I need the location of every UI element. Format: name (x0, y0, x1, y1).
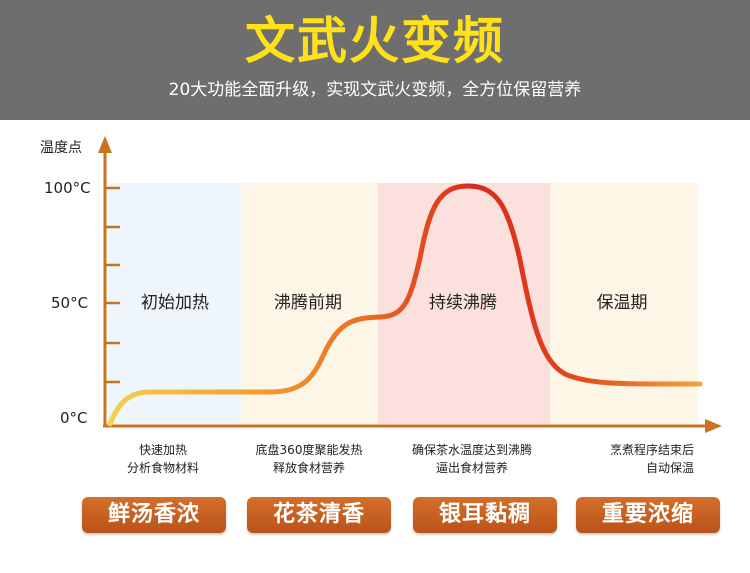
header-banner: 文武火变频 20大功能全面升级，实现文武火变频，全方位保留营养 (0, 0, 750, 120)
feature-badge-tea: 花茶清香 (247, 497, 391, 533)
x-axis-arrow (705, 419, 722, 433)
tick-label-0: 0°C (60, 409, 88, 427)
phase-label-keep-warm: 保温期 (596, 293, 648, 313)
phase-note-line: 快速加热 (138, 443, 187, 457)
phase-note-line: 烹煮程序结束后 (609, 443, 694, 457)
page-title: 文武火变频 (245, 12, 505, 70)
phase-panel-1 (108, 183, 242, 424)
phase-note-4: 烹煮程序结束后 自动保温 (524, 441, 694, 477)
phase-panel-2 (242, 183, 378, 424)
phase-note-line: 分析食物材料 (126, 461, 199, 475)
tick-label-100: 100°C (44, 179, 91, 197)
phase-note-1: 快速加热 分析食物材料 (78, 441, 248, 477)
y-axis-arrow (98, 136, 112, 153)
temperature-curve (107, 183, 703, 427)
phase-note-3: 确保茶水温度达到沸腾 逼出食材营养 (387, 441, 557, 477)
phase-note-line: 逼出食材营养 (435, 461, 508, 475)
tick-label-50: 50°C (51, 294, 88, 312)
phase-label-continuous-boiling: 持续沸腾 (429, 293, 497, 313)
y-axis-label: 温度点 (40, 140, 82, 156)
phase-note-line: 确保茶水温度达到沸腾 (411, 443, 532, 457)
feature-badge-concentrate: 重要浓缩 (576, 497, 720, 533)
page-subtitle: 20大功能全面升级，实现文武火变频，全方位保留营养 (168, 80, 582, 100)
phase-note-line: 底盘360度聚能发热 (255, 443, 363, 457)
phase-note-line: 自动保温 (645, 461, 694, 475)
feature-badge-soup: 鲜汤香浓 (82, 497, 226, 533)
phase-label-initial-heating: 初始加热 (141, 293, 209, 313)
feature-badge-tremella: 银耳黏稠 (413, 497, 557, 533)
phase-note-line: 释放食材营养 (272, 461, 345, 475)
phase-note-2: 底盘360度聚能发热 释放食材营养 (224, 441, 394, 477)
phase-label-pre-boiling: 沸腾前期 (274, 293, 342, 313)
